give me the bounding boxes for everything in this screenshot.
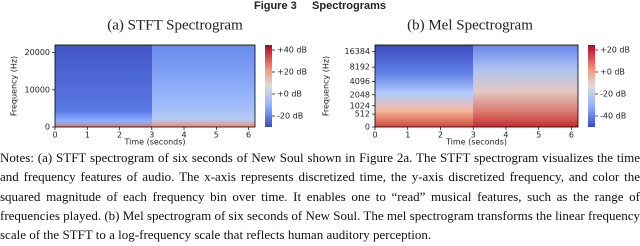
x-tick-label: 1: [405, 131, 410, 140]
x-tick-label: 5: [214, 131, 219, 140]
colorbar: [588, 45, 595, 127]
x-tick-label: 6: [246, 131, 251, 140]
x-axis-label: Time (seconds): [123, 138, 185, 147]
x-tick-label: 1: [85, 131, 90, 140]
colorbar-label: +0 dB: [277, 90, 302, 99]
x-tick-label: 5: [536, 131, 541, 140]
colorbar-label: +20 dB: [600, 46, 630, 55]
y-tick-label: 2048: [350, 90, 370, 99]
panel-title: (b) Mel Spectrogram: [407, 17, 533, 33]
colorbar-label: -20 dB: [277, 112, 303, 121]
x-tick-label: 0: [372, 131, 377, 140]
x-tick-label: 0: [52, 131, 57, 140]
x-tick-label: 3: [149, 131, 154, 140]
spectrogram: [473, 45, 578, 127]
colorbar-label: -20 dB: [600, 90, 626, 99]
y-tick-label: 10000: [25, 85, 50, 94]
colorbar: [265, 45, 272, 127]
spectrogram: [152, 45, 255, 127]
colorbar-label: +20 dB: [277, 68, 307, 77]
axes-frame: [54, 44, 256, 128]
y-tick-label: 1024: [350, 101, 370, 110]
x-tick-label: 6: [569, 131, 574, 140]
x-tick-label: 4: [503, 131, 508, 140]
notes: Notes: (a) STFT spectrogram of six secon…: [0, 150, 640, 243]
y-tick-label: 16384: [345, 47, 370, 56]
y-tick-label: 8192: [350, 63, 370, 72]
y-tick-label: 0: [45, 123, 50, 132]
axes-frame: [374, 44, 579, 128]
colorbar-label: +0 dB: [600, 68, 625, 77]
y-axis-label: Frequency (Hz): [10, 56, 19, 116]
x-tick-label: 2: [438, 131, 443, 140]
colorbar-label: -40 dB: [600, 112, 626, 121]
x-tick-label: 2: [117, 131, 122, 140]
figure: Figure 3 Spectrograms (a) STFT Spectrogr…: [10, 0, 631, 147]
y-tick-label: 512: [355, 110, 370, 119]
x-axis-label: Time (seconds): [445, 138, 507, 147]
y-axis-label: Frequency (Hz): [322, 56, 331, 116]
y-tick-label: 4096: [350, 77, 370, 86]
colorbar-label: +40 dB: [277, 46, 307, 55]
x-tick-label: 3: [471, 131, 476, 140]
y-tick-label: 0: [365, 123, 370, 132]
x-tick-label: 4: [181, 131, 186, 140]
panel-title: (a) STFT Spectrogram: [107, 17, 243, 33]
figure-title: Figure 3 Spectrograms: [254, 0, 386, 12]
y-tick-label: 20000: [25, 48, 50, 57]
